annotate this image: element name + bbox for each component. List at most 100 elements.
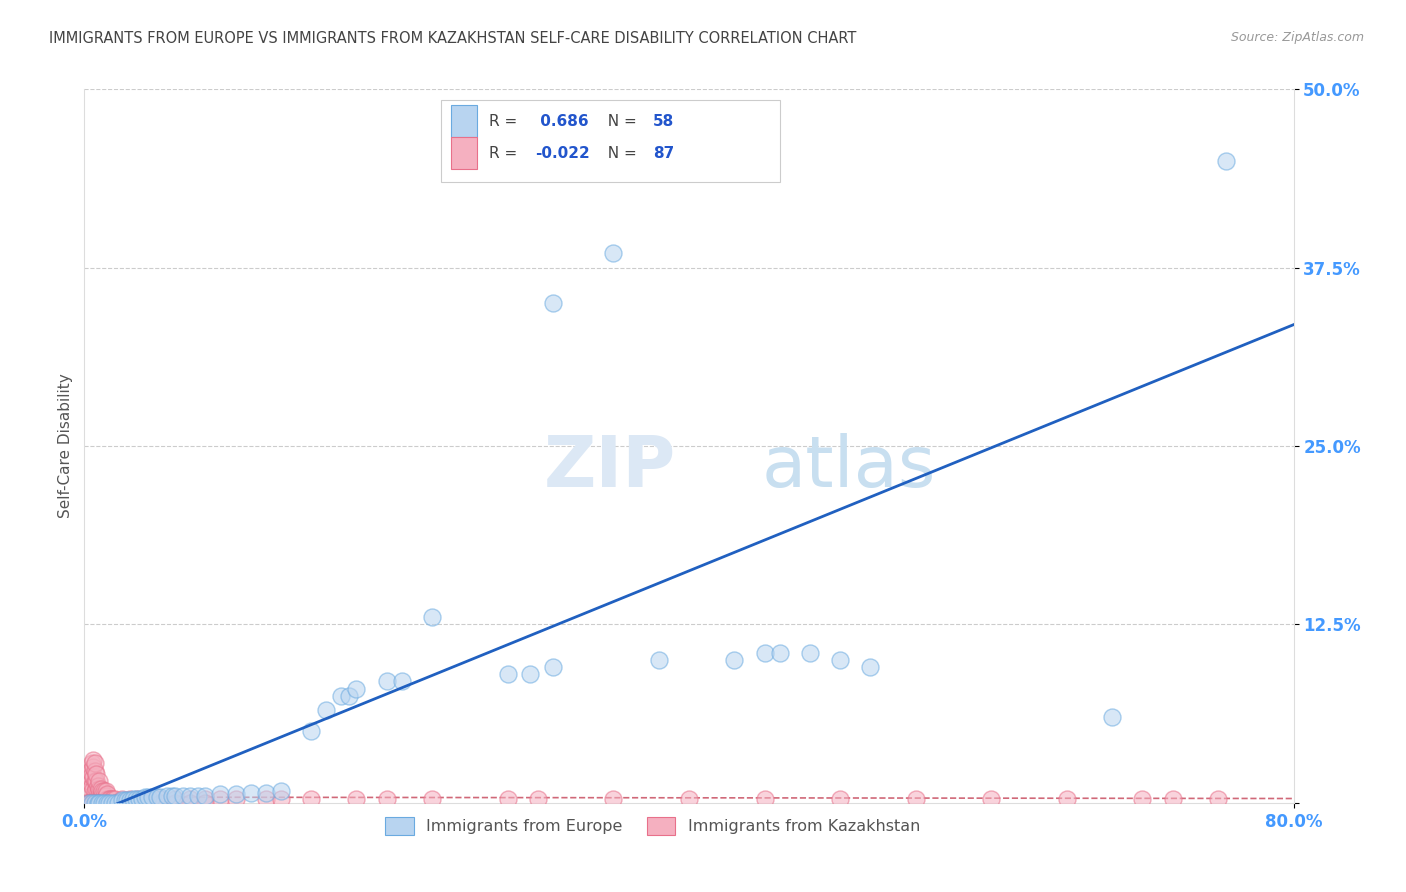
Point — [980, 791, 1002, 805]
Point — [91, 796, 114, 810]
Point — [904, 791, 927, 805]
FancyBboxPatch shape — [441, 100, 780, 182]
Point — [94, 789, 117, 803]
Point — [82, 781, 104, 796]
Point — [187, 789, 209, 803]
Point — [93, 796, 115, 810]
Point — [79, 796, 101, 810]
Point — [80, 767, 103, 781]
Point — [172, 789, 194, 803]
Point — [1215, 153, 1237, 168]
Text: IMMIGRANTS FROM EUROPE VS IMMIGRANTS FROM KAZAKHSTAN SELF-CARE DISABILITY CORREL: IMMIGRANTS FROM EUROPE VS IMMIGRANTS FRO… — [49, 31, 856, 46]
Point — [101, 791, 124, 805]
Point — [391, 674, 413, 689]
Point — [111, 793, 134, 807]
Point — [754, 646, 776, 660]
Point — [134, 790, 156, 805]
Point — [86, 774, 108, 789]
Point — [96, 791, 118, 805]
Point — [94, 784, 117, 798]
Text: Source: ZipAtlas.com: Source: ZipAtlas.com — [1230, 31, 1364, 45]
Point — [77, 774, 100, 789]
Point — [315, 703, 337, 717]
Point — [77, 796, 100, 810]
Point — [1206, 791, 1229, 805]
Point — [678, 791, 700, 805]
Point — [239, 786, 262, 800]
Point — [375, 674, 398, 689]
Point — [723, 653, 745, 667]
Point — [299, 724, 322, 739]
Point — [84, 796, 107, 810]
Point — [225, 787, 247, 801]
Point — [754, 791, 776, 805]
Point — [128, 791, 150, 805]
Point — [127, 791, 149, 805]
Point — [80, 796, 103, 810]
Point — [86, 796, 108, 810]
Point — [146, 790, 169, 805]
Point — [299, 791, 322, 805]
Point — [77, 796, 100, 810]
Point — [90, 789, 112, 803]
Point — [225, 791, 247, 805]
Point — [111, 791, 134, 805]
Point — [134, 791, 156, 805]
Point — [799, 646, 821, 660]
Text: 58: 58 — [652, 114, 673, 128]
Point — [79, 770, 101, 784]
Point — [149, 790, 172, 805]
Point — [93, 784, 115, 798]
Point — [93, 789, 115, 803]
Point — [375, 791, 398, 805]
Point — [179, 796, 201, 810]
Point — [141, 790, 163, 805]
Point — [82, 760, 104, 774]
Point — [337, 689, 360, 703]
Point — [165, 796, 187, 810]
Point — [89, 796, 111, 810]
Text: -0.022: -0.022 — [536, 146, 591, 161]
Point — [346, 791, 368, 805]
Point — [86, 767, 108, 781]
Point — [86, 781, 108, 796]
Point — [194, 796, 217, 810]
Point — [209, 791, 232, 805]
Point — [496, 667, 519, 681]
Point — [270, 791, 292, 805]
Point — [107, 796, 129, 810]
Point — [89, 789, 111, 803]
Point — [179, 791, 201, 805]
Point — [82, 753, 104, 767]
Text: N =: N = — [599, 114, 643, 128]
Point — [97, 791, 120, 805]
Point — [89, 774, 111, 789]
Point — [76, 781, 98, 796]
Point — [519, 667, 541, 681]
Point — [602, 791, 624, 805]
Point — [541, 660, 564, 674]
Point — [160, 789, 183, 803]
Point — [830, 653, 852, 667]
Point — [87, 784, 110, 798]
Point — [76, 796, 98, 810]
Point — [859, 660, 882, 674]
Text: R =: R = — [489, 146, 523, 161]
Point — [84, 756, 107, 770]
Point — [254, 786, 277, 800]
Legend: Immigrants from Europe, Immigrants from Kazakhstan: Immigrants from Europe, Immigrants from … — [375, 807, 931, 845]
Point — [131, 791, 153, 805]
Point — [270, 784, 292, 798]
Point — [496, 791, 519, 805]
Point — [97, 796, 120, 810]
Point — [91, 789, 114, 803]
Point — [104, 796, 127, 810]
Text: R =: R = — [489, 114, 523, 128]
Point — [98, 791, 121, 805]
Point — [165, 791, 187, 805]
Point — [194, 791, 217, 805]
Point — [84, 774, 107, 789]
Point — [1130, 791, 1153, 805]
Text: 87: 87 — [652, 146, 673, 161]
Point — [100, 796, 122, 810]
